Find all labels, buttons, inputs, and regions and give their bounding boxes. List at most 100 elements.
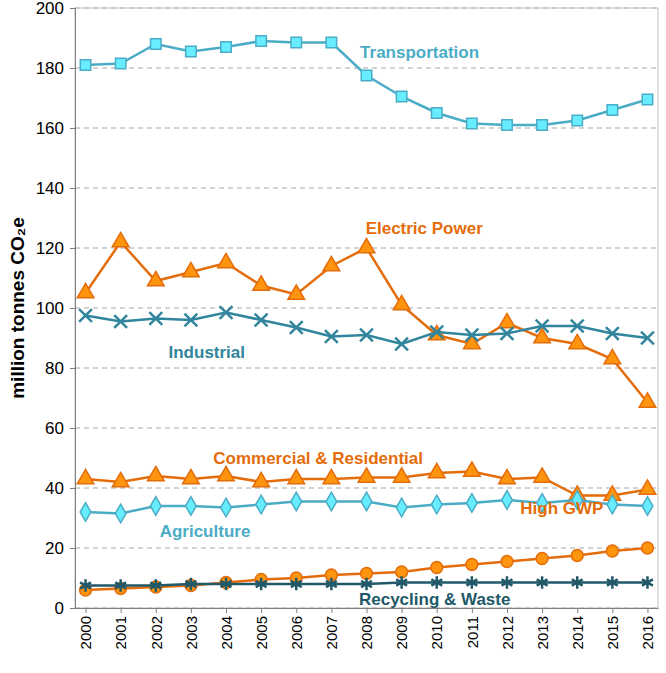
x-tick-mark [121,608,122,613]
series-marker [537,120,547,130]
y-tick-label: 160 [36,119,64,138]
x-axis: 2000200120022003200420052006200720082009… [76,608,659,649]
x-tick-mark [191,608,192,613]
series-marker [499,469,516,483]
grid-line [75,128,658,129]
series-marker [325,330,338,343]
series-marker [396,566,408,578]
y-tick: 60 [45,419,75,438]
y-tick-mark [70,128,75,129]
series-marker [151,39,161,49]
series-marker [150,497,161,516]
series-marker [499,313,516,327]
y-tick-label: 40 [45,479,64,498]
series-marker [572,115,582,125]
series-marker [360,329,373,342]
series-marker [183,469,200,483]
series-marker [77,283,94,297]
x-tick: 2008 [358,608,375,649]
series-marker [77,469,94,483]
x-tick-label: 2003 [183,616,200,649]
series-marker [220,306,233,319]
series-marker [571,320,584,333]
y-tick-mark [70,548,75,549]
series-label: High GWP [520,499,603,518]
y-tick: 180 [36,59,75,78]
x-tick: 2006 [288,608,305,649]
y-tick-mark [70,8,75,9]
y-tick-mark [70,188,75,189]
y-tick-label: 20 [45,539,64,558]
series-marker [639,393,656,407]
series-marker [534,468,551,482]
series-marker [393,468,410,482]
series-marker [431,495,442,514]
series-marker [323,469,340,483]
series-marker [147,466,164,480]
series-marker [396,498,407,517]
series-marker [641,332,654,345]
series-marker [115,504,126,523]
x-tick-label: 2015 [604,616,621,649]
x-tick-label: 2001 [112,616,129,649]
y-tick: 80 [45,359,75,378]
series-marker [393,295,410,309]
series-marker [221,498,232,517]
series-marker [291,37,301,47]
y-tick-mark [70,248,75,249]
y-tick-mark [70,308,75,309]
series-marker [186,46,196,56]
series-marker [358,468,375,482]
series-marker [253,472,270,486]
series-label: Recycling & Waste [359,590,510,609]
grid-line [75,68,658,69]
series-marker [361,70,371,80]
series-marker [501,556,513,568]
series [80,542,654,596]
series-marker [642,576,653,589]
x-tick-label: 2014 [569,616,586,649]
series-marker [642,542,654,554]
grid-line [75,308,658,309]
y-axis-line [70,9,76,609]
x-tick-mark [647,608,648,613]
y-tick-mark [70,368,75,369]
series-marker [361,578,372,591]
series-marker [185,578,196,591]
series-marker [536,320,549,333]
x-tick-mark [331,608,332,613]
x-tick: 2010 [428,608,445,649]
series-marker [221,578,232,591]
series-marker [502,491,513,510]
x-tick-label: 2005 [253,616,270,649]
x-tick: 2004 [218,608,235,649]
y-tick: 100 [36,299,75,318]
x-tick-label: 2006 [288,616,305,649]
series-marker [569,334,586,348]
y-tick-label: 140 [36,179,64,198]
series [80,36,652,130]
x-tick-label: 2011 [464,616,481,648]
x-tick: 2001 [112,608,129,649]
x-tick: 2015 [604,608,621,649]
series-marker [361,568,373,580]
series-marker [466,559,478,571]
x-tick-mark [612,608,613,613]
plot-frame [75,8,658,608]
grid-line [75,488,658,489]
y-tick-label: 180 [36,59,64,78]
series-marker [642,94,652,104]
series-marker [358,238,375,252]
series-marker [150,579,161,592]
chart: 0204060801001201401601802002000200120022… [0,0,666,673]
x-tick: 2007 [323,608,340,649]
series-marker [466,494,477,513]
x-tick-label: 2004 [218,616,235,649]
x-tick-label: 2016 [639,616,656,649]
series-marker [502,576,513,589]
series-marker [607,495,618,514]
series-marker [326,578,337,591]
x-tick-mark [296,608,297,613]
series-marker [606,327,619,340]
series-marker [642,497,653,516]
